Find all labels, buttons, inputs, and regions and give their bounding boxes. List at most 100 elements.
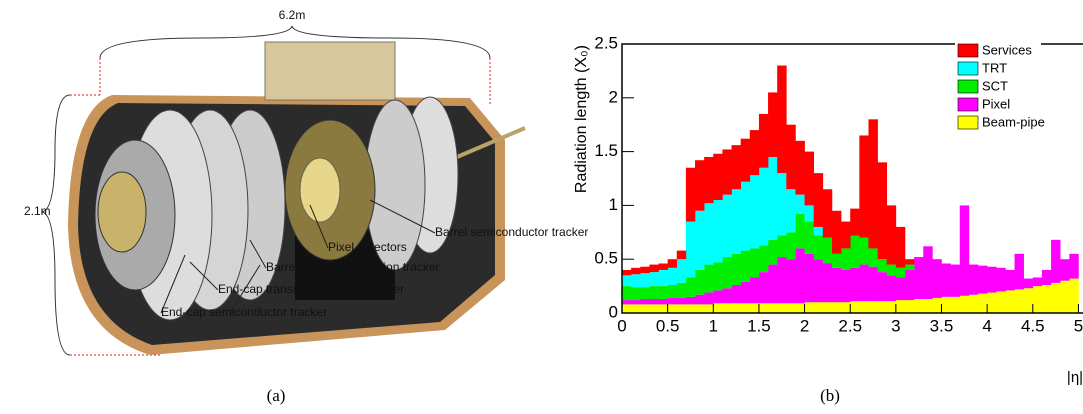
bar [1032, 286, 1043, 313]
bar [813, 259, 824, 303]
bar [695, 210, 705, 270]
bar [795, 140, 805, 195]
bar [622, 275, 632, 287]
bar [722, 149, 732, 195]
bar [676, 250, 687, 260]
bar [850, 301, 860, 313]
bar [904, 259, 915, 265]
bar [731, 303, 741, 313]
bar [886, 275, 897, 302]
bar [1069, 253, 1079, 279]
bar [804, 221, 815, 254]
bar [658, 304, 668, 313]
y-tick-label: 0 [609, 302, 618, 321]
bar [786, 189, 796, 233]
bar [722, 288, 732, 304]
bar [886, 264, 897, 276]
bar [622, 304, 632, 313]
bar [1023, 278, 1034, 289]
bar [914, 257, 924, 300]
bar [795, 248, 805, 304]
bar [768, 239, 778, 265]
bar [831, 267, 842, 303]
bar [758, 113, 769, 168]
bar [877, 259, 888, 273]
bar [795, 214, 805, 249]
bar [622, 300, 632, 305]
bar [813, 226, 824, 236]
bar [640, 273, 650, 288]
bar [740, 303, 751, 313]
legend-swatch [957, 43, 979, 58]
bar [987, 266, 997, 293]
bar [667, 259, 678, 268]
bar [777, 257, 787, 304]
bar [831, 210, 842, 254]
bar [868, 248, 878, 267]
bar [758, 167, 769, 246]
bar [859, 264, 869, 302]
bar [631, 267, 641, 275]
bar [841, 269, 851, 303]
bar [768, 264, 778, 304]
bar [640, 304, 650, 313]
bar [886, 301, 897, 313]
bar [868, 266, 878, 302]
bar [877, 162, 888, 260]
bar [941, 263, 951, 297]
bar [713, 153, 723, 201]
bar [822, 302, 833, 313]
legend-swatch [957, 61, 979, 76]
bar [749, 130, 760, 176]
bar [877, 272, 888, 302]
bar [968, 294, 979, 313]
bar [841, 302, 851, 313]
bar [923, 299, 933, 313]
bar [722, 303, 732, 313]
bar [731, 285, 741, 304]
pixel-barrel [299, 157, 341, 223]
bar [749, 277, 760, 304]
bar [777, 65, 787, 174]
bar [749, 303, 760, 313]
bar [740, 281, 751, 304]
bar [622, 286, 632, 301]
legend-label: TRT [982, 60, 1007, 75]
bar [658, 286, 668, 300]
bar [667, 285, 678, 298]
bar [950, 264, 961, 297]
bar [950, 296, 961, 313]
bar [658, 269, 668, 287]
bar [868, 301, 878, 313]
legend-swatch [957, 115, 979, 130]
x-tick-label: 3 [891, 316, 900, 335]
bar [649, 264, 659, 273]
bar [713, 290, 723, 304]
bar [649, 304, 659, 313]
length-label: 6.2m [279, 8, 306, 22]
bar [996, 267, 1006, 292]
bar [695, 294, 705, 305]
bar [904, 269, 915, 301]
part-label: Barrel transition radiation tracker [266, 260, 439, 274]
bar [786, 259, 796, 304]
bar [904, 264, 915, 270]
bar [932, 297, 942, 313]
bar [740, 181, 751, 251]
bar [1060, 259, 1070, 281]
bar [685, 304, 696, 313]
y-tick-label: 0.5 [594, 249, 618, 268]
bar [1014, 253, 1024, 290]
bar [713, 262, 723, 291]
bar [713, 303, 723, 313]
bar [749, 248, 760, 278]
support-box [264, 41, 396, 101]
bar [813, 302, 824, 313]
x-tick-label: 2.5 [838, 316, 862, 335]
bar [886, 205, 897, 265]
bar [731, 145, 741, 190]
x-tick-label: 2 [800, 316, 809, 335]
bar [804, 253, 815, 303]
bar [895, 300, 906, 313]
bar [649, 299, 659, 305]
